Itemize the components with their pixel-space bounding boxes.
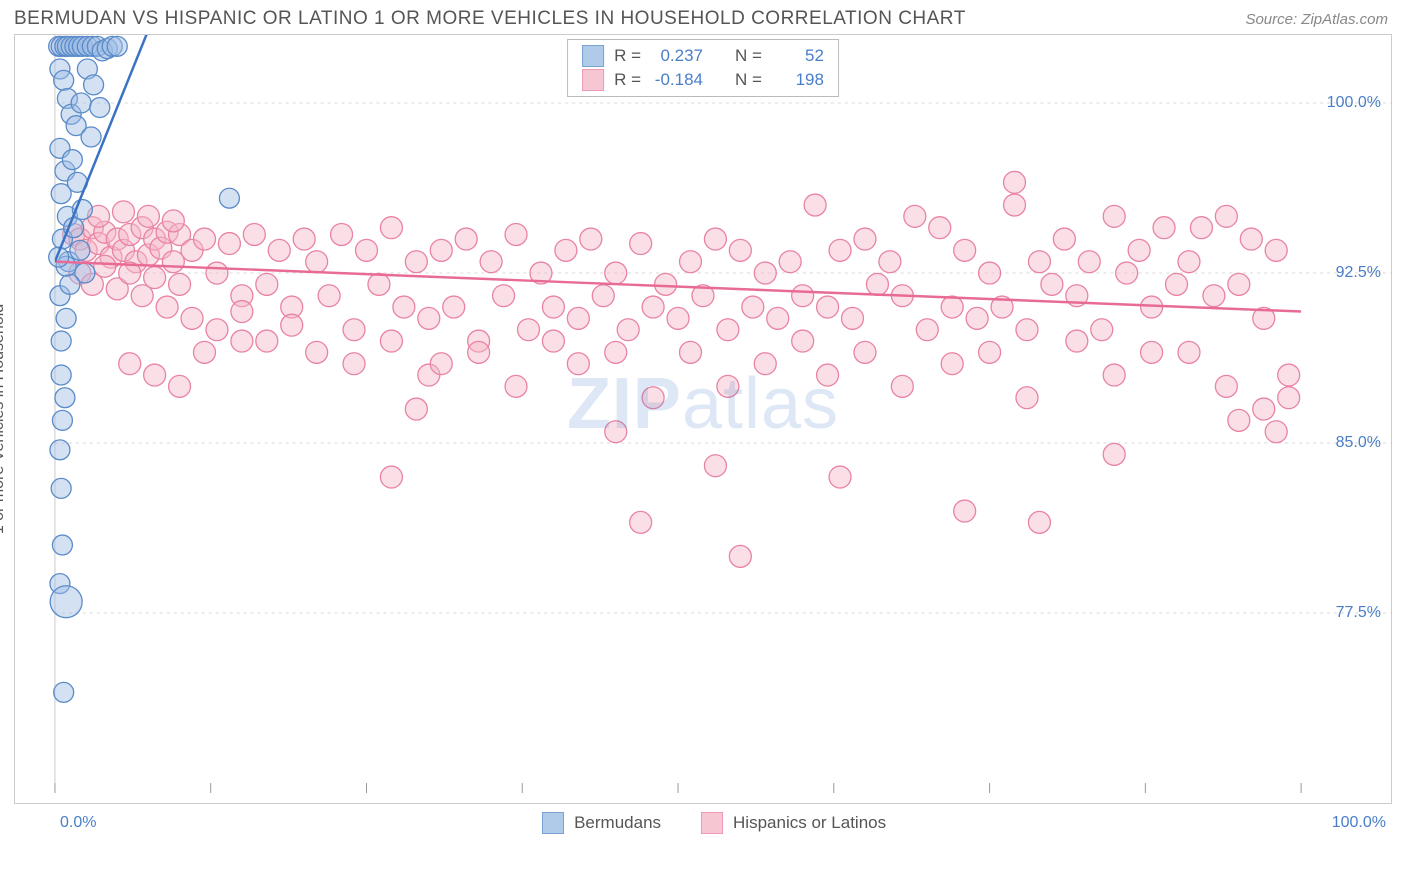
y-tick-label: 92.5%	[1336, 264, 1381, 282]
legend-item-blue: Bermudans	[542, 812, 661, 834]
blue-r-value: 0.237	[651, 46, 703, 66]
blue-n-value: 52	[772, 46, 824, 66]
pink-r-value: -0.184	[651, 70, 703, 90]
stats-row-pink: R = -0.184 N = 198	[582, 68, 824, 92]
bottom-legend: Bermudans Hispanics or Latinos	[542, 812, 886, 834]
y-tick-label: 85.0%	[1336, 434, 1381, 452]
pink-swatch-icon	[701, 812, 723, 834]
chart-title: BERMUDAN VS HISPANIC OR LATINO 1 OR MORE…	[14, 8, 966, 30]
n-label: N =	[735, 70, 762, 90]
x-axis-max: 100.0%	[1332, 814, 1386, 832]
n-label: N =	[735, 46, 762, 66]
y-axis-label: 1 or more Vehicles in Household	[0, 304, 8, 534]
blue-swatch-icon	[582, 45, 604, 67]
legend-blue-label: Bermudans	[574, 813, 661, 833]
blue-swatch-icon	[542, 812, 564, 834]
stats-row-blue: R = 0.237 N = 52	[582, 44, 824, 68]
scatter-plot	[15, 35, 1391, 803]
x-axis-min: 0.0%	[60, 814, 96, 832]
y-tick-label: 100.0%	[1327, 94, 1381, 112]
legend-pink-label: Hispanics or Latinos	[733, 813, 886, 833]
legend-item-pink: Hispanics or Latinos	[701, 812, 886, 834]
source-credit: Source: ZipAtlas.com	[1245, 11, 1388, 28]
plot-area: 1 or more Vehicles in Household ZIPatlas…	[14, 34, 1392, 804]
r-label: R =	[614, 46, 641, 66]
bottom-bar: 0.0% Bermudans Hispanics or Latinos 100.…	[0, 804, 1406, 834]
pink-n-value: 198	[772, 70, 824, 90]
y-tick-label: 77.5%	[1336, 604, 1381, 622]
pink-swatch-icon	[582, 69, 604, 91]
title-bar: BERMUDAN VS HISPANIC OR LATINO 1 OR MORE…	[0, 0, 1406, 34]
r-label: R =	[614, 70, 641, 90]
stats-legend-box: R = 0.237 N = 52 R = -0.184 N = 198	[567, 39, 839, 97]
